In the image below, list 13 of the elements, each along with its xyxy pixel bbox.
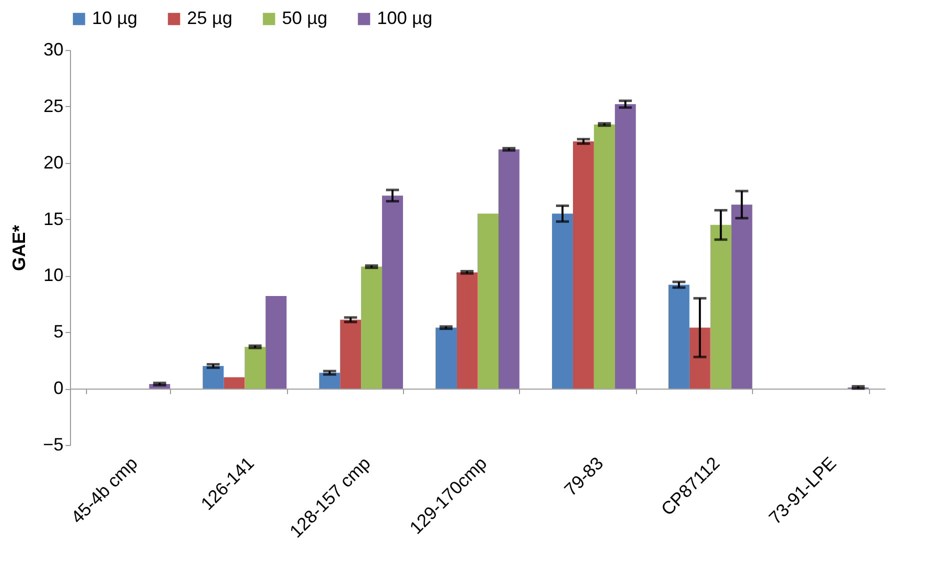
legend-label: 50 µg — [282, 8, 328, 28]
y-tick-label: 25 — [43, 96, 64, 116]
y-tick-label: 20 — [43, 152, 64, 172]
legend-label: 25 µg — [187, 8, 232, 28]
y-axis-title: GAE* — [8, 224, 29, 272]
y-tick-label: 0 — [53, 378, 64, 398]
y-tick-label: −5 — [42, 434, 64, 454]
y-tick-label: 30 — [43, 40, 64, 60]
legend-label: 100 µg — [377, 8, 432, 28]
y-tick-label: 5 — [53, 322, 64, 342]
y-tick-label: 10 — [43, 265, 64, 286]
y-tick-label: 15 — [43, 208, 64, 229]
legend-label: 10 µg — [92, 8, 138, 28]
